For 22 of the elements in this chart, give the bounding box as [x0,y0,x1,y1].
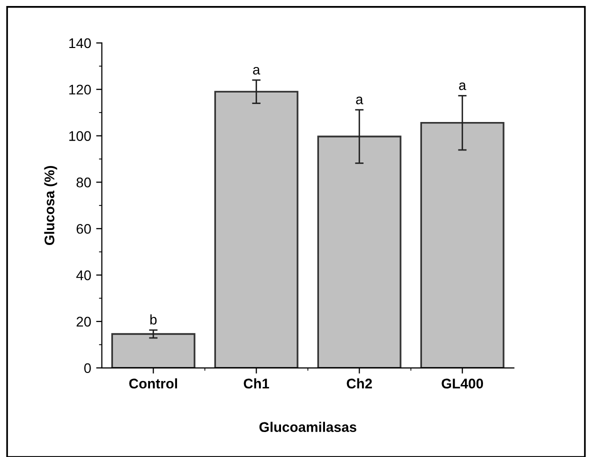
y-tick-label: 20 [76,316,91,327]
y-axis-title: Glucosa (%) [44,166,58,245]
annotation: a [459,82,466,90]
y-tick-label: 40 [76,270,91,280]
y-tick-label: 120 [69,84,91,95]
x-tick-label: Control [129,378,178,389]
annotation: b [150,314,157,325]
y-tick-label: 60 [76,224,91,234]
annotation: a [253,66,260,75]
x-tick-label: Ch2 [346,378,372,389]
x-axis-title: Glucoamilasas [259,422,356,432]
y-tick-label: 100 [69,131,91,141]
x-tick-label: GL400 [442,378,484,389]
y-tick-label: 0 [84,363,91,374]
bar [420,122,504,368]
x-tick-label: Ch1 [244,378,270,389]
annotation: a [356,96,364,104]
bar [111,333,196,368]
y-tick-label: 140 [69,38,91,48]
bar [214,90,298,368]
y-tick-label: 80 [76,178,91,188]
bar [317,136,402,368]
